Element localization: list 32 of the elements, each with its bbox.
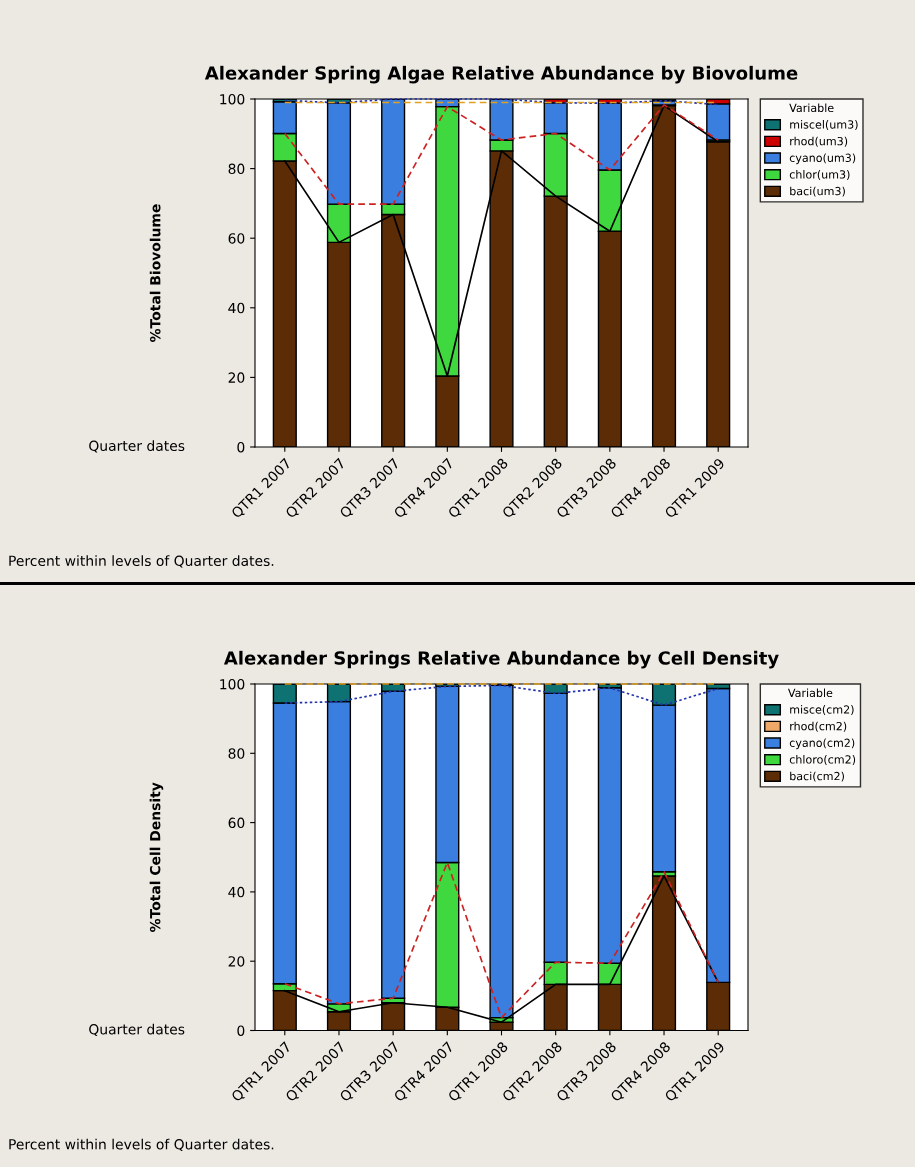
y-axis-title: %Total Cell Density xyxy=(149,782,164,932)
y-tick-label: 0 xyxy=(237,1025,245,1036)
x-axis-title: Quarter dates xyxy=(89,440,185,453)
x-axis-title: Quarter dates xyxy=(89,1023,185,1037)
legend-label: cyano(um3) xyxy=(789,153,856,165)
y-tick-label: 100 xyxy=(220,678,245,690)
y-tick-label: 20 xyxy=(228,956,245,967)
legend-label: rhod(cm2) xyxy=(790,721,847,732)
legend-label: miscel(um3) xyxy=(790,120,858,130)
legend-label: misce(cm2) xyxy=(790,705,854,715)
y-tick-label: 60 xyxy=(228,817,245,829)
legend-title: Variable xyxy=(789,103,834,113)
y-tick-label: 80 xyxy=(228,163,245,175)
y-tick-label: 40 xyxy=(228,302,245,314)
legend-label: chlor(um3) xyxy=(789,170,850,180)
legend-label: baci(cm2) xyxy=(790,771,844,782)
y-tick-label: 100 xyxy=(220,93,245,105)
y-tick-label: 60 xyxy=(228,233,245,244)
y-tick-label: 0 xyxy=(237,441,245,453)
chart-title: Alexander Spring Algae Relative Abundance by Biovolume xyxy=(204,65,798,84)
legend-label: baci(um3) xyxy=(790,186,845,197)
text: Percent within levels of Quarter dates. xyxy=(9,555,274,568)
y-axis-title: %Total Biovolume xyxy=(149,204,161,342)
legend-title: Variable xyxy=(788,688,833,698)
y-tick-label: 40 xyxy=(228,886,245,898)
y-tick-label: 80 xyxy=(228,748,245,759)
legend-label: rhod(um3) xyxy=(790,136,848,147)
y-tick-label: 20 xyxy=(228,372,245,383)
chart-title: Alexander Springs Relative Abundance by Cell Density xyxy=(223,650,779,669)
legend-label: cyano(cm2) xyxy=(789,738,855,750)
legend-label: chloro(cm2) xyxy=(789,755,856,765)
text: Percent within levels of Quarter dates. xyxy=(9,1138,274,1152)
